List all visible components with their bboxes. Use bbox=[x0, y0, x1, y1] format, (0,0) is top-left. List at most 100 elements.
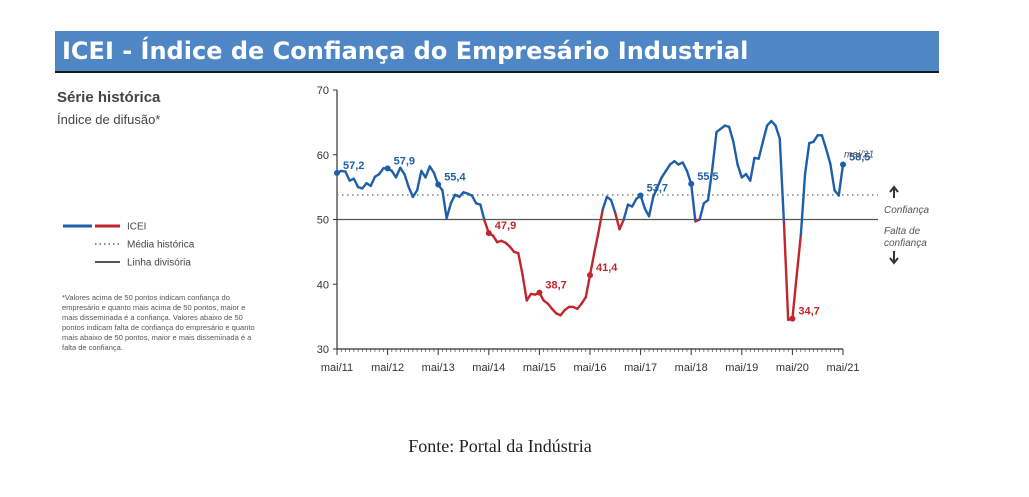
x-tick-label: mai/19 bbox=[725, 362, 758, 374]
icei-line-segment bbox=[782, 221, 790, 322]
icei-line-segment bbox=[664, 163, 672, 173]
annotation-label: 41,4 bbox=[596, 262, 618, 274]
icei-line-segment bbox=[614, 211, 621, 231]
icei-line-segment bbox=[344, 170, 351, 182]
x-tick-label: mai/13 bbox=[422, 362, 455, 374]
x-tick-label: mai/21 bbox=[826, 362, 859, 374]
icei-line-segment bbox=[791, 275, 798, 320]
annotation-marker bbox=[536, 289, 543, 296]
x-tick-label: mai/12 bbox=[371, 362, 404, 374]
legend-icei-label: ICEI bbox=[127, 222, 146, 233]
footnote-line: mais abaixo de 50 pontos, maior e mais d… bbox=[62, 333, 252, 342]
icei-line-segment bbox=[630, 197, 638, 208]
icei-line-segment bbox=[711, 130, 718, 171]
y-tick-label: 70 bbox=[317, 85, 329, 97]
icei-line-segment bbox=[698, 202, 706, 221]
icei-line-segment bbox=[647, 195, 655, 218]
annotation-marker bbox=[840, 161, 846, 168]
side-labels: Confiança Falta de confiança bbox=[884, 185, 929, 265]
side-label-confidence: Confiança bbox=[884, 205, 929, 216]
title-banner: ICEI - Índice de Confiança do Empresário… bbox=[55, 31, 939, 73]
icei-line-segment bbox=[774, 124, 781, 140]
icei-line-segment bbox=[727, 125, 735, 144]
annotation-marker bbox=[435, 181, 442, 188]
icei-line-segment bbox=[411, 189, 419, 199]
icei-line-segment bbox=[601, 195, 609, 211]
y-tick-label: 30 bbox=[317, 344, 329, 356]
x-tick-label: mai/20 bbox=[776, 362, 809, 374]
icei-line-segment bbox=[656, 176, 663, 189]
icei-line-segment bbox=[517, 251, 524, 276]
annotation-marker bbox=[789, 315, 796, 322]
source-note: Fonte: Portal da Indústria bbox=[408, 436, 592, 456]
annotation-marker bbox=[587, 272, 593, 279]
x-tick-label: mai/18 bbox=[675, 362, 708, 374]
icei-line-segment bbox=[618, 218, 625, 231]
icei-line-segment bbox=[690, 182, 697, 223]
latest-period-label: mai/21 bbox=[844, 149, 874, 160]
side-label-no-confidence: Falta de bbox=[884, 226, 921, 237]
annotation-label: 57,9 bbox=[394, 155, 415, 167]
icei-line-segment bbox=[441, 189, 448, 220]
icei-line-segment bbox=[424, 165, 431, 179]
footnote-line: *Valores acima de 50 pontos indicam conf… bbox=[62, 293, 230, 302]
annotation-marker bbox=[688, 180, 695, 187]
annotation-label: 57,2 bbox=[343, 160, 364, 172]
annotation-label: 34,7 bbox=[798, 306, 819, 318]
annotation-marker bbox=[637, 192, 644, 199]
y-tick-label: 60 bbox=[317, 150, 329, 162]
legend: ICEI Média histórica Linha divisória bbox=[63, 222, 195, 269]
icei-line-segment bbox=[428, 165, 436, 175]
icei-line-segment bbox=[652, 185, 659, 199]
icei-line-segment bbox=[597, 208, 604, 234]
annotation-marker bbox=[334, 169, 340, 176]
y-tick-label: 50 bbox=[317, 215, 329, 227]
icei-line-segment bbox=[820, 134, 828, 151]
icei-line-segment bbox=[521, 273, 528, 302]
icei-line-segment bbox=[761, 124, 769, 144]
icei-line-segment bbox=[795, 233, 803, 278]
footnote-line: pontos indicam falta de confiança do emp… bbox=[62, 323, 255, 332]
icei-line-segment bbox=[736, 163, 743, 179]
side-label-no-confidence: confiança bbox=[884, 238, 927, 249]
chart-subtitle: Índice de difusão* bbox=[57, 112, 160, 127]
footnote-line: mais disseminada é a confiança. Valores … bbox=[62, 313, 243, 322]
x-tick-label: mai/16 bbox=[573, 362, 606, 374]
icei-line-segment bbox=[403, 172, 410, 189]
icei-line-segment bbox=[491, 234, 499, 244]
icei-line-segment bbox=[803, 141, 811, 176]
y-tick-label: 40 bbox=[317, 279, 329, 291]
icei-line-segment bbox=[352, 177, 360, 189]
annotation-label: 55,5 bbox=[697, 171, 718, 183]
icei-line-segment bbox=[778, 137, 786, 224]
icei-line-segment bbox=[681, 161, 689, 173]
icei-line-segment bbox=[479, 203, 486, 222]
icei-line-segment bbox=[706, 167, 714, 202]
icei-line-segment bbox=[732, 140, 739, 166]
plot-area: 30 40 50 60 70 mai/11 mai/12 mai/13 mai/14 mai/15… bbox=[317, 85, 878, 374]
banner-title: ICEI - Índice de Confiança do Empresário… bbox=[62, 37, 749, 65]
icei-line-segment bbox=[593, 231, 600, 255]
icei-line-segment bbox=[660, 169, 668, 179]
icei-line-segment bbox=[837, 163, 845, 197]
x-tick-label: mai/14 bbox=[472, 362, 505, 374]
icei-line-segment bbox=[525, 292, 533, 302]
icei-line-segment bbox=[824, 147, 832, 166]
icei-line-segment bbox=[757, 140, 765, 160]
annotation-label: 53,7 bbox=[647, 183, 668, 195]
annotation-label: 47,9 bbox=[495, 220, 516, 232]
annotation-label: 55,4 bbox=[444, 172, 466, 184]
annotation-label: 58,5 bbox=[849, 151, 870, 163]
icei-line-segment bbox=[588, 251, 596, 277]
icei-line-segment bbox=[829, 162, 836, 192]
icei-line-segment bbox=[445, 202, 453, 220]
legend-divider-label: Linha divisória bbox=[127, 258, 191, 269]
icei-line-segment bbox=[415, 169, 423, 192]
icei-line-segment bbox=[609, 198, 617, 215]
x-tick-label: mai/17 bbox=[624, 362, 657, 374]
x-tick-label: mai/15 bbox=[523, 362, 556, 374]
footnote: *Valores acima de 50 pontos indicam conf… bbox=[62, 293, 255, 352]
icei-line-segment bbox=[622, 203, 630, 221]
annotation-marker bbox=[384, 165, 391, 172]
